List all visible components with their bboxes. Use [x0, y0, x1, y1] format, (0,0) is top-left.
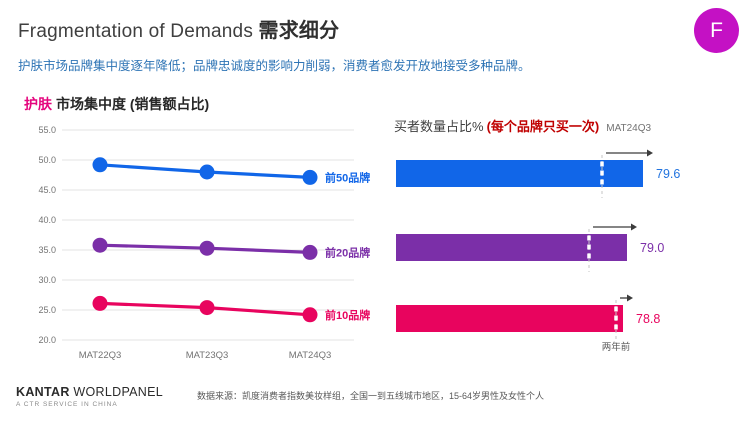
series-label: 前50品牌	[325, 170, 370, 184]
bar-value-label: 78.8	[636, 312, 660, 326]
stage-badge: F	[694, 8, 739, 53]
two-years-ago-label: 两年前	[602, 341, 631, 353]
data-point	[92, 237, 108, 253]
data-source-note: 数据来源：凯度消费者指数美妆样组，全国一到五线城市地区，15-64岁男性及女性个…	[197, 391, 545, 401]
bar	[396, 160, 643, 187]
growth-arrow-head-icon	[647, 149, 653, 157]
kantar-logo-text: KANTAR WORLDPANEL	[16, 385, 164, 400]
data-point	[199, 164, 215, 180]
right-chart-section: 买者数量占比% (每个品牌只买一次) MAT24Q3 79.6 79.0 78.8 两年前	[394, 116, 750, 353]
series-label: 前10品牌	[325, 308, 370, 322]
series-label: 前20品牌	[325, 245, 370, 259]
right-chart-title: 买者数量占比% (每个品牌只买一次) MAT24Q3	[394, 116, 750, 135]
data-point	[92, 157, 108, 173]
y-tick-label: 40.0	[38, 215, 56, 225]
page-title-en: Fragmentation of Demands	[18, 21, 259, 42]
data-point	[199, 240, 215, 256]
right-chart-title-main: 买者数量占比%	[394, 119, 484, 134]
data-point	[302, 244, 318, 260]
bar	[396, 234, 627, 261]
page-title: Fragmentation of Demands 需求细分	[18, 14, 339, 43]
bar	[396, 305, 623, 332]
right-chart-title-emphasis: (每个品牌只买一次)	[486, 119, 600, 134]
data-point	[302, 169, 318, 185]
left-chart-title: 护肤 市场集中度 (销售额占比)	[24, 94, 209, 114]
bar-value-label: 79.6	[656, 167, 680, 181]
left-chart-title-rest: 市场集中度 (销售额占比)	[56, 96, 210, 112]
left-chart-title-accent: 护肤	[24, 96, 52, 112]
line-chart-svg: 55.0 50.0 45.0 40.0 35.0 30.0 25.0 20.0 MAT22Q3 M…	[38, 125, 370, 361]
kantar-logo-subtext: A CTR SERVICE IN CHINA	[16, 400, 118, 408]
y-tick-label: 35.0	[38, 245, 56, 255]
subtitle: 护肤市场品牌集中度逐年降低；品牌忠诚度的影响力削弱，消费者愈发开放地接受多种品牌…	[18, 59, 531, 73]
right-chart-title-period: MAT24Q3	[606, 123, 652, 134]
y-tick-label: 50.0	[38, 155, 56, 165]
stage-badge-letter: F	[710, 18, 723, 42]
growth-arrow-head-icon	[627, 294, 633, 302]
bar-chart-svg: 79.6 79.0 78.8 两年前	[396, 149, 680, 353]
y-tick-label: 25.0	[38, 305, 56, 315]
x-tick-label: MAT22Q3	[79, 350, 122, 361]
x-tick-label: MAT24Q3	[289, 350, 332, 361]
buyer-share-bar-chart: 79.6 79.0 78.8 两年前	[394, 142, 750, 373]
x-tick-label: MAT23Q3	[186, 350, 229, 361]
page-title-zh: 需求细分	[258, 20, 340, 42]
kantar-logo-bold: KANTAR	[16, 385, 70, 399]
data-point	[92, 295, 108, 311]
sales-concentration-line-chart: 55.0 50.0 45.0 40.0 35.0 30.0 25.0 20.0 MAT22Q3 M…	[18, 120, 380, 377]
data-point	[302, 307, 318, 323]
growth-arrow-head-icon	[631, 223, 637, 231]
y-tick-label: 45.0	[38, 185, 56, 195]
kantar-logo: KANTAR WORLDPANEL A CTR SERVICE IN CHINA	[16, 385, 164, 408]
bar-value-label: 79.0	[640, 241, 664, 255]
kantar-logo-light: WORLDPANEL	[69, 385, 164, 399]
y-tick-label: 55.0	[38, 125, 56, 135]
y-tick-label: 30.0	[38, 275, 56, 285]
y-tick-label: 20.0	[38, 335, 56, 345]
data-point	[199, 300, 215, 316]
